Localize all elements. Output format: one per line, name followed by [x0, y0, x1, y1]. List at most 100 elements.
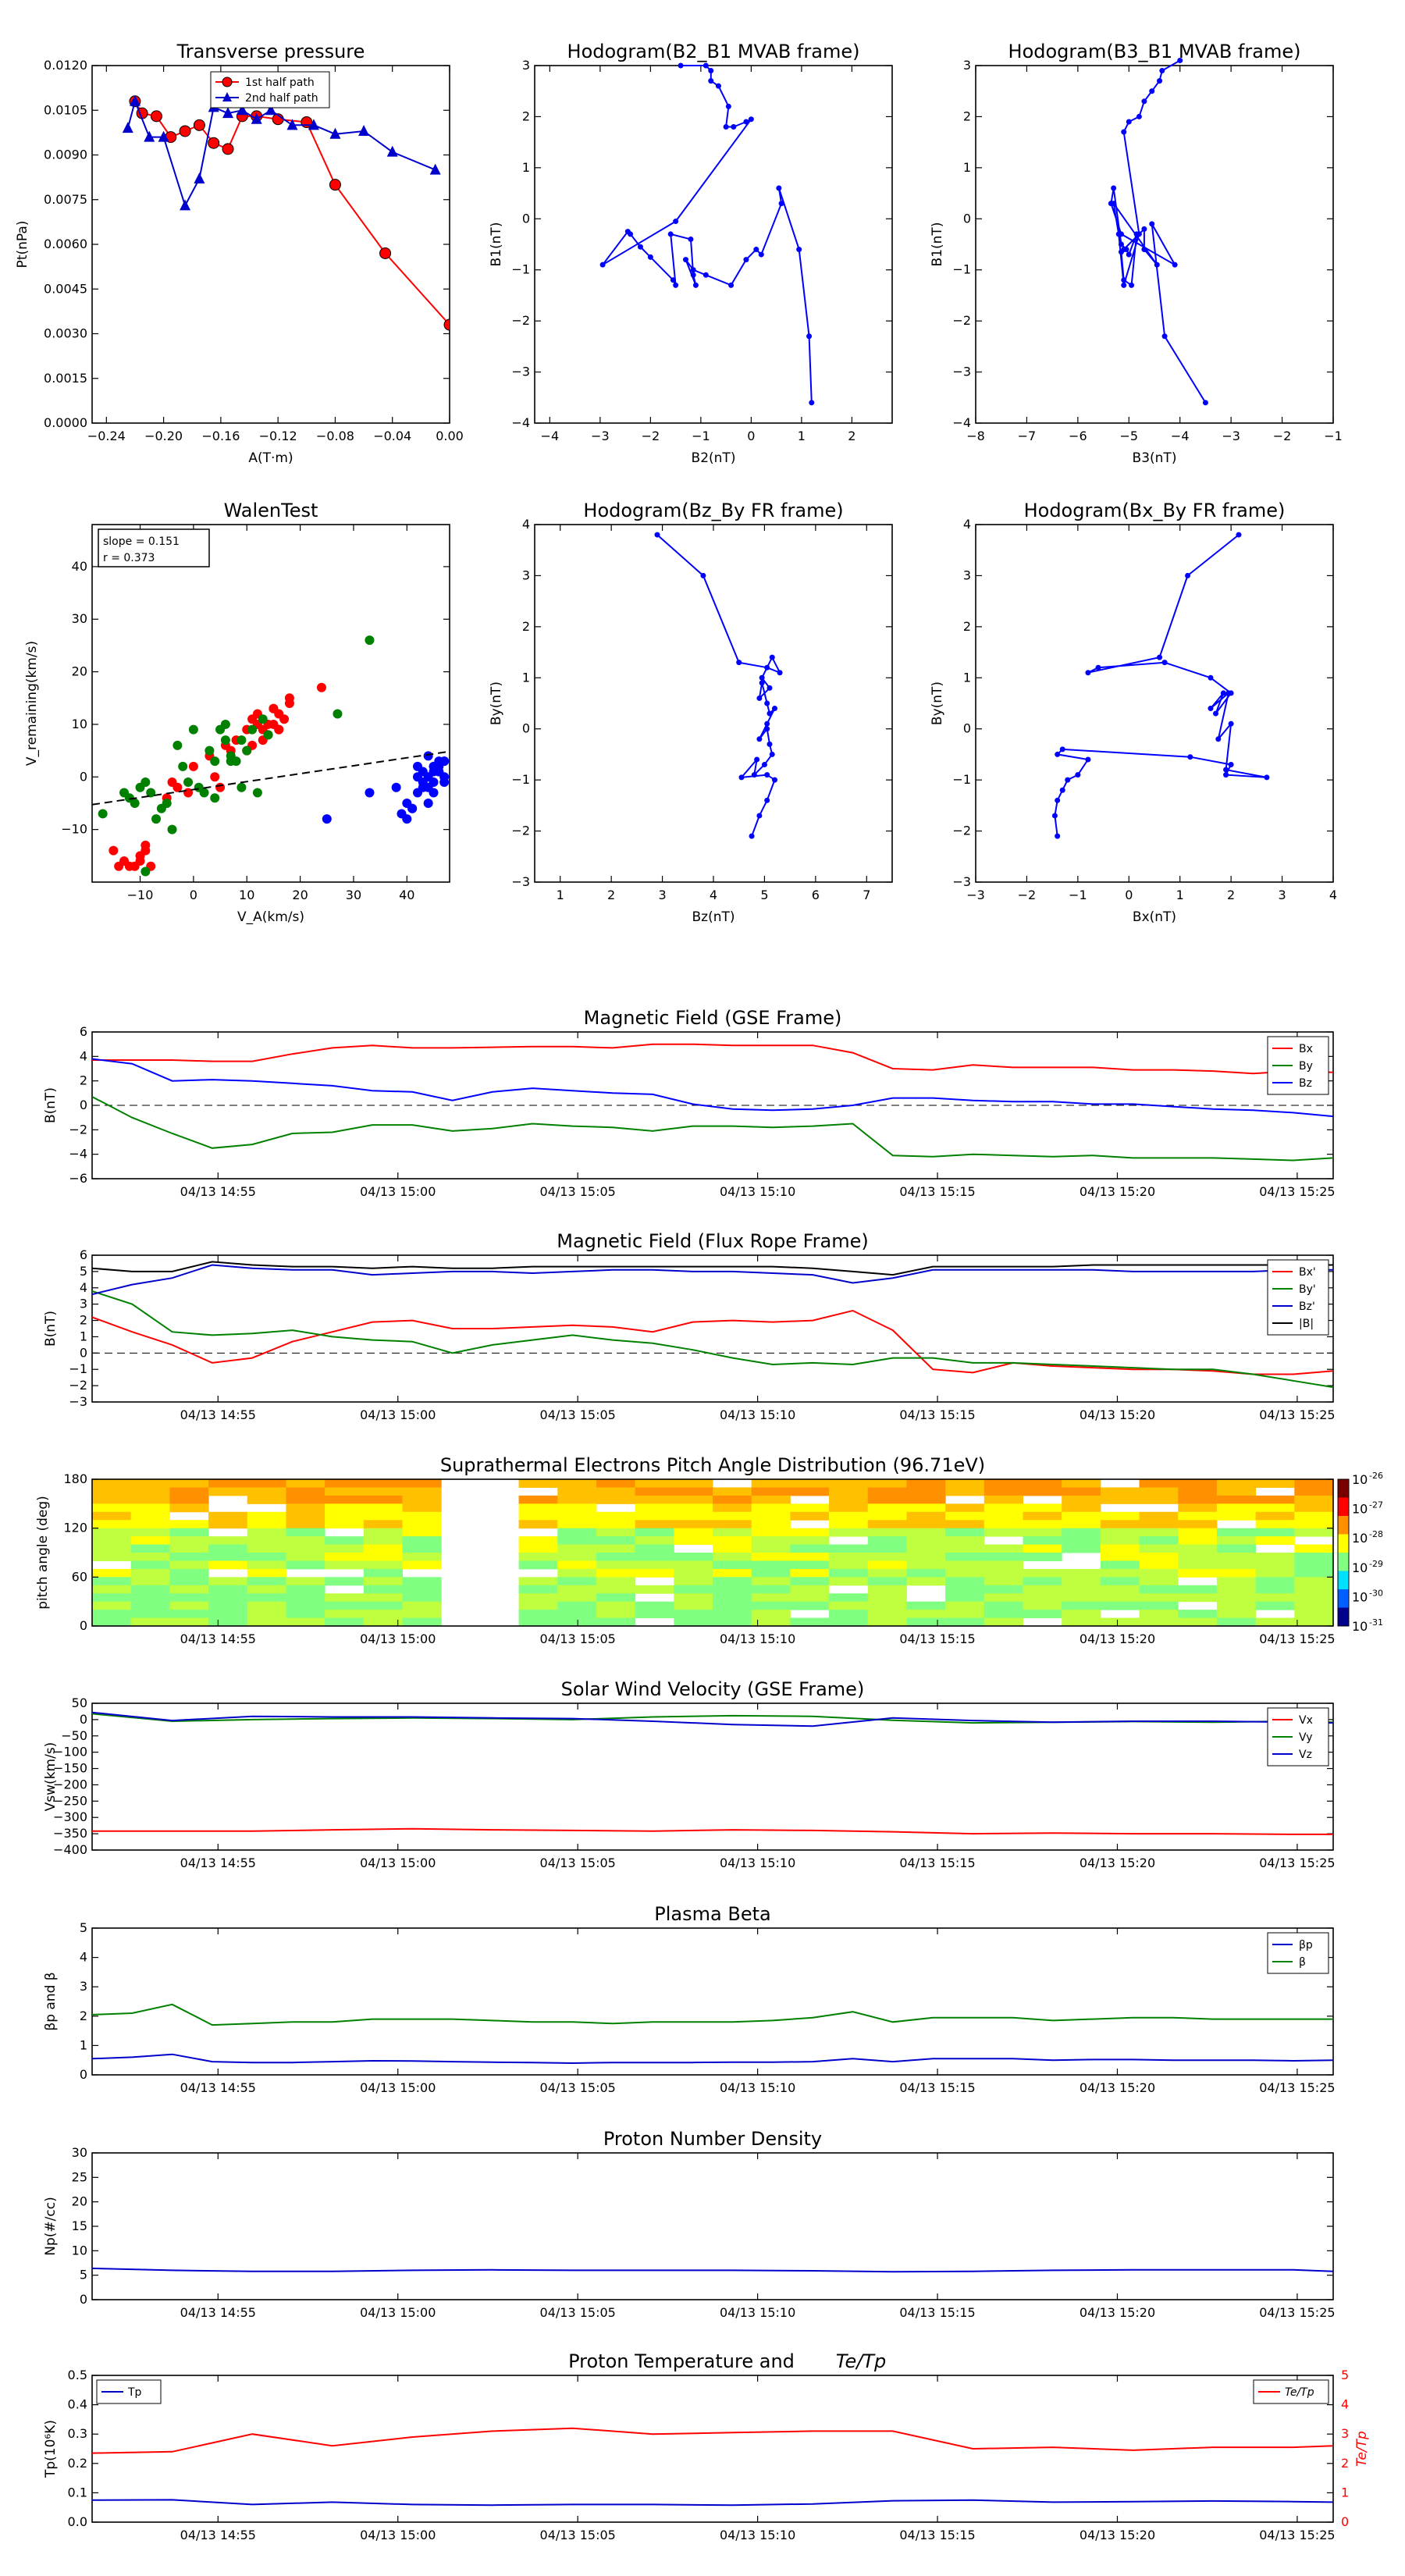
pad-cell	[1255, 1585, 1295, 1594]
tp-legend-marker	[222, 76, 233, 87]
pad-cell	[1294, 1601, 1334, 1610]
beta-ytick-label: 3	[80, 1979, 87, 1994]
pad-cell	[130, 1560, 170, 1570]
pad-cell	[363, 1495, 403, 1504]
walen-point	[412, 761, 422, 771]
h1-point	[667, 231, 674, 237]
walen-point	[365, 635, 375, 646]
pad-cell	[945, 1487, 985, 1496]
tp-ytick-label: 0.0120	[44, 58, 87, 73]
pad-cell	[92, 1495, 132, 1504]
h3-xlabel: Bz(nT)	[692, 909, 735, 925]
tp2-ytick-right-label: 4	[1341, 2397, 1349, 2412]
vsw-frame	[91, 1703, 1334, 1851]
h2-point	[1202, 400, 1208, 406]
walen-point	[412, 772, 422, 782]
pad-cell	[829, 1503, 869, 1513]
pad-cell	[674, 1617, 713, 1627]
vsw-ylabel: Vsw(km/s)	[43, 1742, 59, 1812]
mag-series-Bz	[92, 1058, 1333, 1118]
pad-cell	[1139, 1495, 1179, 1504]
tp-point	[358, 124, 370, 136]
pad-cell	[1100, 1568, 1140, 1578]
np-title: Proton Number Density	[603, 2128, 822, 2150]
h4-point	[1185, 572, 1191, 578]
pad-cell	[1178, 1553, 1218, 1561]
h4-ytick-label: −1	[952, 772, 971, 787]
h3-point	[754, 756, 760, 763]
h4-point	[1228, 720, 1234, 727]
pad-cell	[169, 1487, 209, 1496]
walen-point	[391, 782, 401, 792]
pad-cell	[1023, 1593, 1062, 1603]
pad-cell	[247, 1585, 286, 1594]
pad-cell	[130, 1503, 170, 1513]
pad-cell	[1294, 1577, 1334, 1586]
pad-cell	[325, 1503, 365, 1513]
pad-cell	[984, 1553, 1023, 1561]
tp-point	[129, 94, 140, 106]
pad-cell	[286, 1577, 325, 1586]
pad-colorbar-segment	[1338, 1534, 1349, 1553]
magfr-ytick-label: 1	[80, 1329, 87, 1343]
h2-xtick-label: −1	[1324, 429, 1343, 443]
pad-cell	[247, 1568, 286, 1578]
pad-cell	[1216, 1487, 1257, 1496]
h3-xtick-label: 6	[812, 888, 820, 902]
h3-point	[767, 741, 773, 747]
pad-cell	[1294, 1544, 1334, 1553]
pad-cell	[208, 1560, 248, 1570]
h4-ytick-label: 2	[963, 619, 971, 634]
h4-xtick-label: 3	[1278, 888, 1286, 902]
pad-cell	[829, 1601, 869, 1610]
h3-point	[759, 680, 765, 686]
h1-point	[692, 282, 699, 288]
pad-cell	[169, 1503, 209, 1513]
pad-cell	[286, 1479, 325, 1488]
pad-cell	[713, 1601, 752, 1610]
pad-cell	[984, 1520, 1023, 1529]
pad-cell	[208, 1479, 248, 1488]
pad-cell	[247, 1553, 286, 1561]
pad-cell	[130, 1610, 170, 1619]
pad-cell	[674, 1511, 713, 1521]
h1-ytick-label: 3	[522, 58, 530, 73]
np-xtick-label: 04/13 14:55	[180, 2305, 256, 2320]
pad-cell	[363, 1553, 403, 1561]
pad-cell	[247, 1610, 286, 1619]
pad-cell	[1139, 1536, 1179, 1546]
h2-xtick-label: −2	[1273, 429, 1292, 443]
pad-cell	[1294, 1593, 1334, 1603]
pad-colorbar-segment	[1338, 1516, 1349, 1535]
pad-cell	[1178, 1520, 1218, 1529]
pad-cell	[674, 1560, 713, 1570]
magfr-legend-label: By'	[1299, 1283, 1316, 1296]
h1-point	[702, 272, 709, 278]
pad-cell	[286, 1560, 325, 1570]
pad-cell	[1216, 1617, 1257, 1627]
pad-cell	[906, 1528, 946, 1537]
pad-cell	[1294, 1568, 1334, 1578]
h3-ytick-label: 3	[522, 568, 530, 582]
pad-cell	[635, 1610, 674, 1619]
pad-cell	[674, 1503, 713, 1513]
pad-cell	[713, 1495, 752, 1504]
pad-cell	[790, 1601, 830, 1610]
pad-cell	[1100, 1536, 1140, 1546]
pad-cell	[596, 1577, 636, 1586]
pad-cell	[713, 1560, 752, 1570]
h3-point	[767, 685, 773, 691]
pad-cell	[1062, 1520, 1101, 1529]
pad-cell	[325, 1487, 365, 1496]
pad-cell	[596, 1617, 636, 1627]
h1-point	[753, 247, 759, 253]
h1-point	[778, 201, 784, 207]
pad-cell	[557, 1503, 597, 1513]
pad-cell	[286, 1503, 325, 1513]
pad-cell	[790, 1536, 830, 1546]
tp2-legend-right-label: Te/Tp	[1285, 2386, 1314, 2399]
walen-point	[407, 803, 418, 813]
pad-cell	[1294, 1610, 1334, 1619]
pad-cell	[829, 1520, 869, 1529]
h1-point	[690, 272, 696, 278]
